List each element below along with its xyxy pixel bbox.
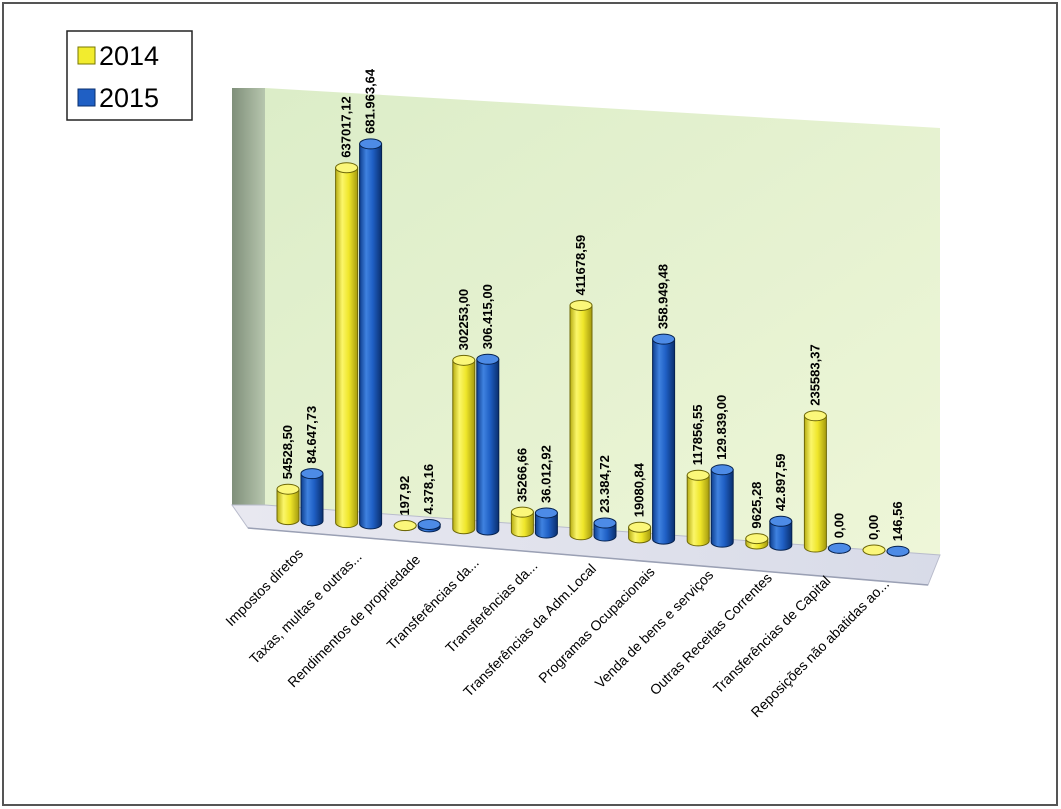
bar-2014-5 <box>510 506 534 538</box>
bar-2015-5 <box>534 507 558 539</box>
value-label-2014-5: 35266,66 <box>514 448 529 502</box>
bar-2015-8 <box>710 464 734 548</box>
bar-2014-10 <box>803 410 827 553</box>
bar-2014-9 <box>745 533 769 550</box>
floor-front-edge <box>247 527 929 586</box>
bar-2015-1 <box>300 468 324 527</box>
value-label-2014-1: 54528,50 <box>280 425 295 479</box>
value-label-2014-8: 117856,55 <box>690 405 705 466</box>
bar-2014-4 <box>452 354 476 535</box>
bar-2015-9 <box>769 515 793 551</box>
value-label-2015-2: 681.963,64 <box>363 68 378 134</box>
value-label-2014-6: 411678,59 <box>573 235 588 296</box>
value-label-2015-6: 23.384,72 <box>597 455 612 513</box>
value-label-2014-11: 0,00 <box>866 515 881 540</box>
legend: 2014 2015 <box>66 30 193 121</box>
value-label-2015-8: 129.839,00 <box>714 395 729 460</box>
bar-2015-2 <box>359 138 383 530</box>
value-label-2014-10: 235583,37 <box>807 344 822 405</box>
bar-2015-4 <box>476 353 500 536</box>
value-label-2014-2: 637017,12 <box>339 96 354 157</box>
bar-2014-8 <box>686 469 710 547</box>
value-label-2015-10: 0,00 <box>831 513 846 538</box>
value-label-2015-1: 84.647,73 <box>304 406 319 464</box>
value-labels-layer: 54528,50 84.647,73 637017,12 681.963,64 197,… <box>280 68 905 541</box>
value-label-2014-7: 19080,84 <box>632 462 647 517</box>
value-label-2014-3: 197,92 <box>397 476 412 516</box>
bar-2014-7 <box>628 521 652 544</box>
bar-2014-6 <box>569 299 593 541</box>
value-label-2015-9: 42.897,59 <box>773 453 788 511</box>
bar-2014-2 <box>335 162 359 529</box>
bars-layer <box>276 138 910 557</box>
value-label-2014-9: 9625,28 <box>749 482 764 529</box>
value-label-2015-3: 4.378,16 <box>421 464 436 515</box>
bar-2015-7 <box>652 333 676 545</box>
bar-2015-3 <box>417 518 441 533</box>
bar-2015-6 <box>593 517 617 542</box>
legend-swatch-2015 <box>77 88 96 107</box>
value-label-2015-5: 36.012,92 <box>538 445 553 503</box>
legend-label-2015: 2015 <box>99 83 159 113</box>
value-label-2015-4: 306.415,00 <box>480 284 495 349</box>
value-label-2015-7: 358.949,48 <box>656 264 671 329</box>
legend-swatch-2014 <box>77 46 96 65</box>
bar-2014-11 <box>862 544 886 556</box>
value-label-2015-11: 146,56 <box>890 501 905 541</box>
legend-label-2014: 2014 <box>99 41 159 71</box>
bar-2015-10 <box>827 542 851 554</box>
bar-2015-11 <box>886 545 910 557</box>
bar-2014-3 <box>393 520 417 532</box>
side-wall <box>232 88 265 505</box>
bar-2014-1 <box>276 483 300 526</box>
back-wall <box>265 88 940 555</box>
value-label-2014-4: 302253,00 <box>456 289 471 350</box>
